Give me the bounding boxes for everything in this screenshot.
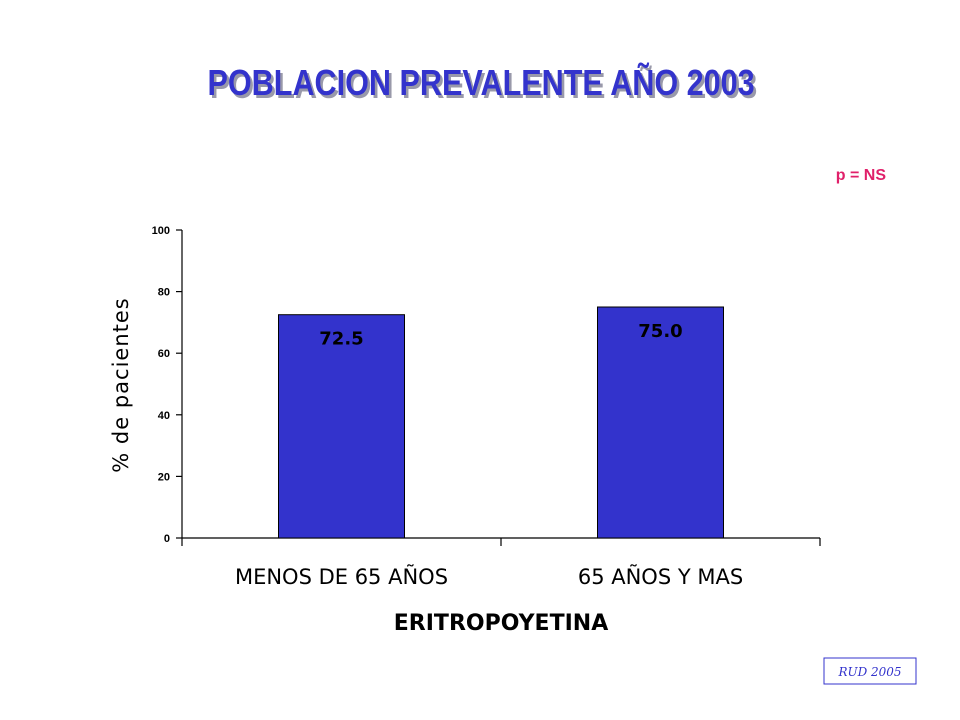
y-tick-label: 40 bbox=[158, 410, 170, 422]
y-axis-label: % de pacientes bbox=[109, 297, 133, 472]
y-tick-label: 0 bbox=[164, 533, 170, 545]
y-ticks: 0 20 40 60 80 100 bbox=[152, 225, 182, 545]
data-labels: 72.5 75.0 bbox=[319, 321, 682, 350]
data-label: 72.5 bbox=[319, 329, 363, 350]
bar bbox=[597, 306, 724, 539]
data-label: 75.0 bbox=[638, 321, 682, 342]
bar bbox=[278, 314, 405, 539]
y-tick-label: 20 bbox=[158, 471, 170, 483]
y-tick-label: 100 bbox=[152, 225, 170, 237]
y-tick-label: 80 bbox=[158, 287, 170, 299]
source-badge: RUD 2005 bbox=[823, 657, 917, 685]
category-label: MENOS DE 65 AÑOS bbox=[235, 563, 448, 589]
x-ticks bbox=[181, 538, 821, 546]
chart-title-group: POBLACION PREVALENTE AÑO 2003 POBLACION … bbox=[207, 63, 757, 107]
x-axis-label: ERITROPOYETINA bbox=[394, 611, 608, 636]
category-label: 65 AÑOS Y MAS bbox=[578, 563, 743, 589]
y-tick-label: 60 bbox=[158, 348, 170, 360]
chart-title-shadow: POBLACION PREVALENTE AÑO 2003 bbox=[210, 66, 757, 107]
source-label: RUD 2005 bbox=[837, 665, 901, 679]
source-box bbox=[823, 657, 917, 685]
bars bbox=[278, 306, 724, 539]
category-labels: MENOS DE 65 AÑOS 65 AÑOS Y MAS bbox=[235, 563, 743, 589]
chart-title: POBLACION PREVALENTE AÑO 2003 bbox=[207, 63, 754, 104]
significance-annotation: p = NS bbox=[836, 167, 887, 184]
